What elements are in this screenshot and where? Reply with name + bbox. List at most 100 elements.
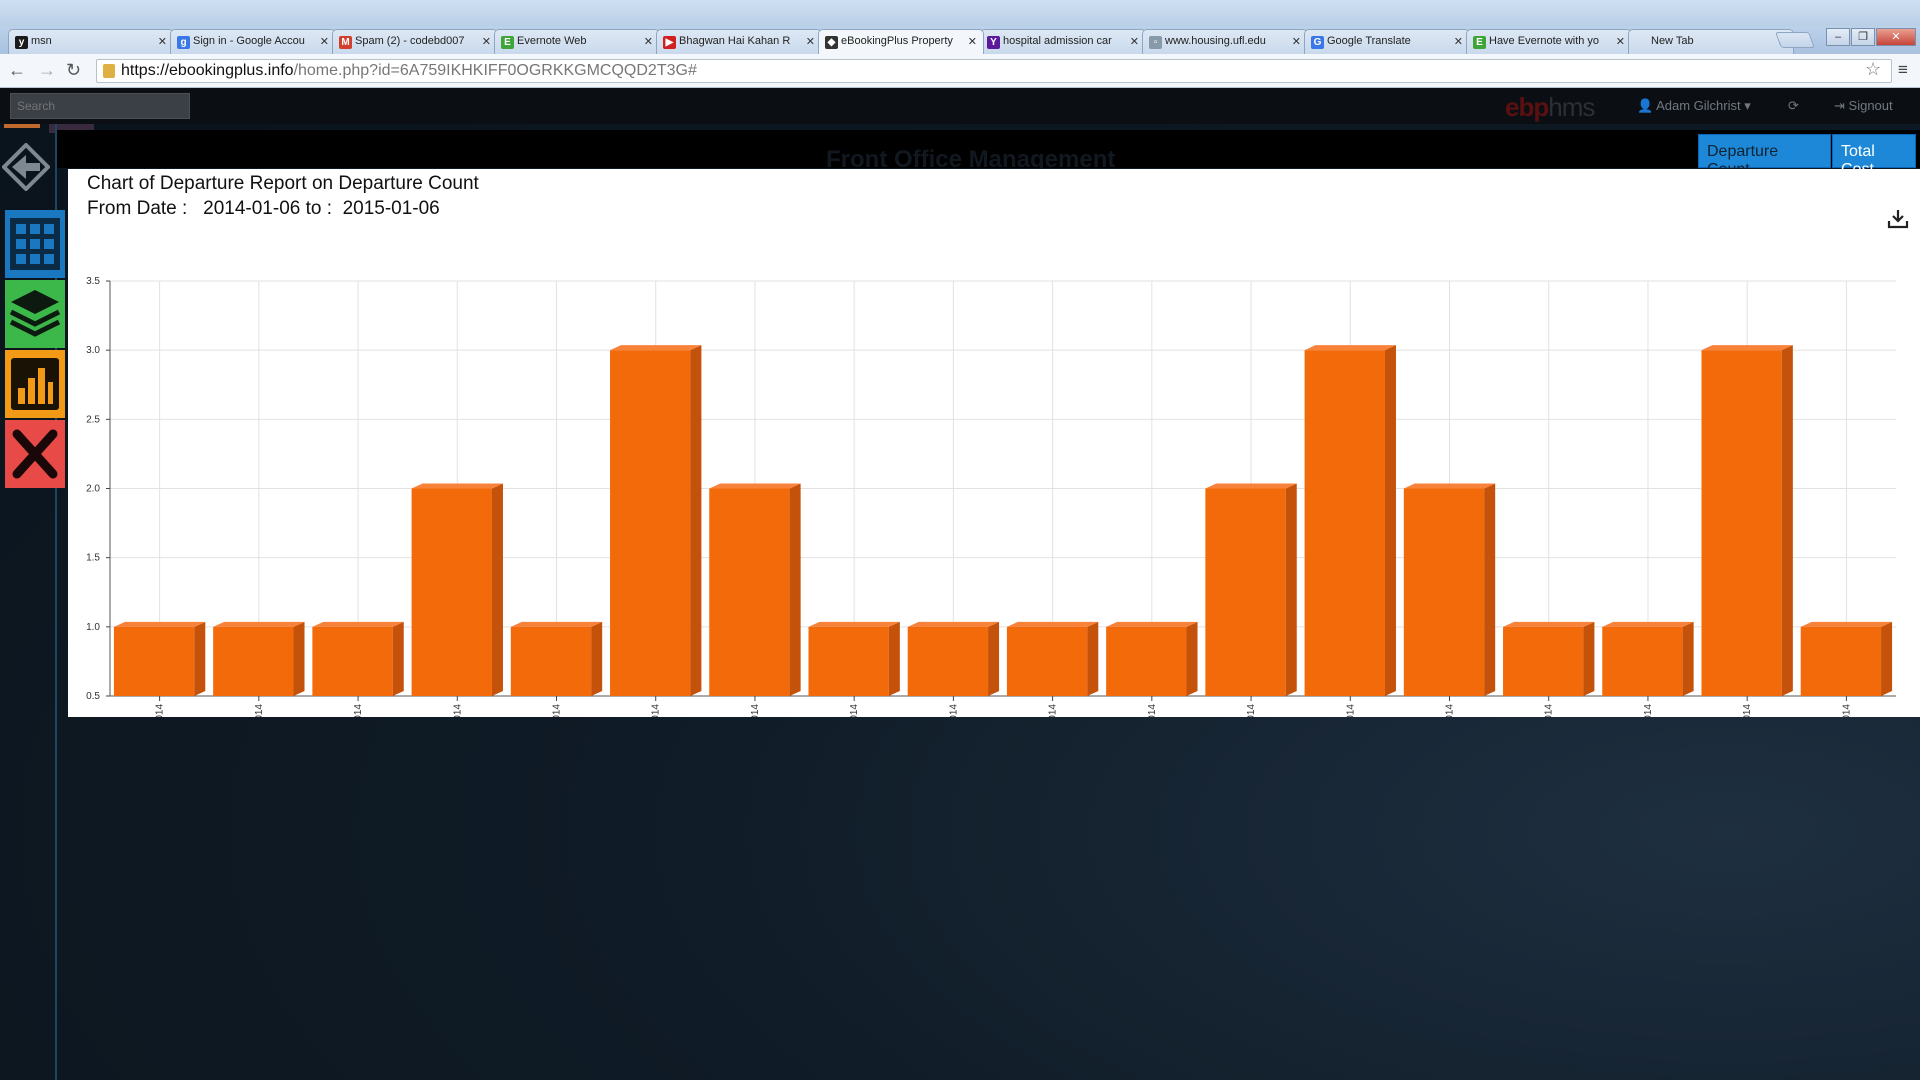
close-icon <box>12 429 58 479</box>
tab-close-icon[interactable]: ✕ <box>1453 36 1463 48</box>
bar-top <box>1701 345 1793 351</box>
bar <box>1800 626 1882 696</box>
bar-side <box>888 621 900 696</box>
browser-tab[interactable]: ◆ eBookingPlus Property ✕ <box>818 29 984 54</box>
bar <box>1006 626 1088 696</box>
browser-tab[interactable]: ▶ Bhagwan Hai Kahan R ✕ <box>656 29 822 54</box>
x-tick-label: Tue 29 Apr 2014 <box>1048 704 1059 717</box>
x-tick-label: Mon 21 Apr 2014 <box>1445 704 1456 717</box>
tab-favicon-icon: y <box>15 36 28 49</box>
bar <box>510 626 592 696</box>
tab-close-icon[interactable]: ✕ <box>481 36 491 48</box>
refresh-icon[interactable]: ⟳ <box>1788 98 1799 113</box>
browser-tab[interactable]: New Tab✕ <box>1628 29 1794 54</box>
chart-title: Chart of Departure Report on Departure C… <box>87 173 479 194</box>
tab-close-icon[interactable]: ✕ <box>1291 36 1301 48</box>
bar-side <box>1384 345 1396 696</box>
y-tick-label: 2.0 <box>86 484 100 495</box>
close-window-button[interactable]: ✕ <box>1876 28 1916 46</box>
reports-chart-button[interactable] <box>5 350 65 418</box>
browser-tab[interactable]: g Sign in - Google Accou ✕ <box>170 29 336 54</box>
reload-icon[interactable]: ↻ <box>66 60 82 80</box>
maximize-button[interactable]: ❐ <box>1851 28 1875 46</box>
bar <box>113 626 195 696</box>
x-tick-label: Wed 23 Apr 2014 <box>1246 704 1257 717</box>
signout-button[interactable]: ⇥ Signout <box>1834 98 1893 113</box>
app-logo: ebphms <box>1505 92 1595 122</box>
bar <box>1304 350 1385 696</box>
departure-count-button[interactable]: Departure Count <box>1698 134 1831 178</box>
bar <box>312 626 393 696</box>
tab-close-icon[interactable]: ✕ <box>643 36 653 48</box>
bar-top <box>1403 483 1496 489</box>
tab-label: msn <box>31 35 52 47</box>
bar <box>1503 626 1584 696</box>
bar-side <box>591 621 603 696</box>
bar <box>213 626 294 696</box>
bar-side <box>1583 621 1595 696</box>
search-input[interactable] <box>10 93 190 119</box>
tab-favicon-icon: E <box>1473 36 1486 49</box>
browser-tab[interactable]: E Evernote Web ✕ <box>494 29 660 54</box>
tab-close-icon[interactable]: ✕ <box>967 36 977 48</box>
bar <box>808 626 889 696</box>
download-icon[interactable] <box>1886 207 1910 231</box>
tab-close-icon[interactable]: ✕ <box>319 36 329 48</box>
layers-button[interactable] <box>5 280 65 348</box>
bar-top <box>510 621 603 627</box>
browser-tab[interactable]: G Google Translate ✕ <box>1304 29 1470 54</box>
user-icon: 👤 <box>1637 98 1654 113</box>
back-arrow-icon[interactable] <box>2 143 50 191</box>
close-panel-button[interactable] <box>5 420 65 488</box>
browser-tab[interactable]: M Spam (2) - codebd007 ✕ <box>332 29 498 54</box>
bookmark-star-icon[interactable]: ☆ <box>1865 59 1882 79</box>
tab-close-icon[interactable]: ✕ <box>805 36 815 48</box>
y-tick-label: 3.0 <box>86 345 100 356</box>
bar-side <box>789 483 801 696</box>
browser-tab[interactable]: ▫ www.housing.ufl.edu ✕ <box>1142 29 1308 54</box>
x-tick-label: Tue 22 Apr 2014 <box>1345 704 1356 717</box>
user-menu[interactable]: 👤 Adam Gilchrist ▾ <box>1637 98 1751 113</box>
bar-top <box>907 621 1000 627</box>
bar-top <box>1503 621 1595 627</box>
tab-bar: y msn ✕ g Sign in - Google Accou ✕ M Spam (2) -… <box>0 26 1920 54</box>
y-tick-label: 1.5 <box>86 553 100 564</box>
departure-bar-chart: 0.5 1.0 1.5 2.0 2.5 3.0 3.5 Thu 31 Jul 2014 Sun … <box>86 276 1896 717</box>
tab-label: Bhagwan Hai Kahan R <box>679 35 791 47</box>
x-tick-label: Sun 13 Jul 2014 <box>254 704 265 717</box>
tab-favicon-icon: ◆ <box>825 36 838 49</box>
y-tick-label: 3.5 <box>86 276 100 287</box>
tab-close-icon[interactable]: ✕ <box>1129 36 1139 48</box>
tab-label: www.housing.ufl.edu <box>1165 35 1266 47</box>
browser-tab[interactable]: y msn ✕ <box>8 29 174 54</box>
tab-label: Have Evernote with yo <box>1489 35 1600 47</box>
x-tick-label: Mon 09 Jun 2014 <box>849 704 860 717</box>
bar-top <box>1106 621 1198 627</box>
url-path: /home.php?id=6A759IKHKIFF0OGRKKGMCQQD2T3… <box>293 62 697 79</box>
x-tick-label: Sun 20 Apr 2014 <box>1544 704 1555 717</box>
forward-icon[interactable]: → <box>38 60 56 80</box>
bar-top <box>1602 621 1694 627</box>
tab-close-icon[interactable]: ✕ <box>1615 36 1625 48</box>
minimize-button[interactable]: – <box>1826 28 1850 46</box>
x-tick-label: Thu 12 Jun 2014 <box>750 704 761 717</box>
browser-toolbar: ← → ↻ https://ebookingplus.info/home.php… <box>0 54 1920 88</box>
total-cost-button[interactable]: Total Cost <box>1832 134 1916 178</box>
address-bar[interactable]: https://ebookingplus.info/home.php?id=6A… <box>96 59 1892 83</box>
bar-top <box>312 621 404 627</box>
bar <box>411 488 492 696</box>
back-icon[interactable]: ← <box>8 60 26 80</box>
tab-favicon-icon: G <box>1311 36 1324 49</box>
dashboard-grid-button[interactable] <box>5 210 65 278</box>
browser-tab[interactable]: E Have Evernote with yo ✕ <box>1466 29 1632 54</box>
page-info-icon[interactable] <box>103 64 115 78</box>
menu-icon[interactable]: ≡ <box>1898 60 1908 79</box>
x-tick-label: Wed 11 Jun 2014 <box>651 704 662 717</box>
tab-label: Sign in - Google Accou <box>193 35 305 47</box>
tab-favicon-icon: ▫ <box>1149 36 1162 49</box>
bar-side <box>1484 483 1496 696</box>
tab-close-icon[interactable]: ✕ <box>157 36 167 48</box>
bar-top <box>709 483 801 489</box>
new-tab-button[interactable] <box>1775 32 1815 48</box>
